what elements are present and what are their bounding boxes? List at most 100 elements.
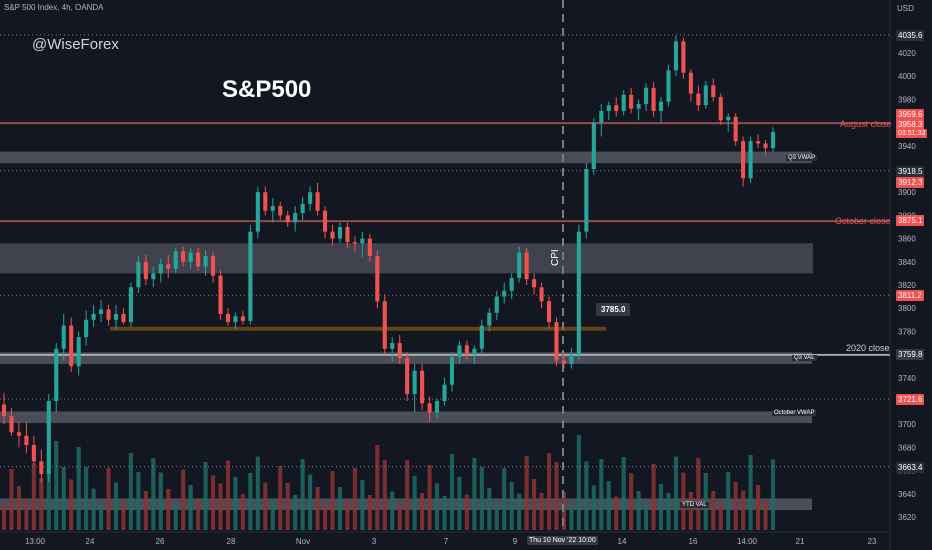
candle-body bbox=[337, 227, 343, 239]
volume-bar bbox=[696, 458, 701, 530]
candle-body bbox=[278, 206, 283, 216]
candle-body bbox=[158, 264, 163, 274]
volume-bar bbox=[46, 470, 51, 530]
candle-body bbox=[509, 278, 514, 291]
volume-bar bbox=[69, 479, 74, 530]
volume-bar bbox=[240, 494, 245, 530]
volume-bar bbox=[143, 491, 148, 530]
tag-3811: 3811.2 bbox=[896, 290, 924, 301]
candle-body bbox=[382, 301, 387, 349]
zone-label-ytd-val: YTD VAL bbox=[680, 502, 709, 508]
tag-4035: 4035.6 bbox=[896, 30, 925, 41]
volume-bar bbox=[434, 483, 440, 530]
symbol-label[interactable]: S&P 500 Index, 4h, OANDA bbox=[4, 3, 104, 12]
volume-bar bbox=[606, 481, 611, 530]
volume-bar bbox=[337, 487, 343, 530]
candle-body bbox=[629, 94, 634, 109]
cpi-label: CPI bbox=[550, 249, 561, 266]
volume-bar bbox=[360, 480, 365, 530]
volume-bar bbox=[405, 460, 410, 530]
candle-body bbox=[345, 227, 350, 243]
x-axis[interactable]: 13:00 24 26 28 Nov 3 7 9 14 16 14:00 21 23 bbox=[25, 537, 877, 546]
volume-bar bbox=[546, 453, 552, 530]
candle-body bbox=[756, 141, 761, 144]
volume-bar bbox=[629, 473, 634, 530]
candle-body bbox=[375, 256, 380, 302]
candle-body bbox=[397, 343, 402, 359]
candle-body bbox=[106, 309, 111, 320]
candle-body bbox=[54, 348, 59, 401]
zone-band bbox=[0, 411, 812, 424]
candle-body bbox=[681, 41, 686, 73]
volume-bar bbox=[375, 445, 380, 530]
volume-bar bbox=[218, 483, 223, 530]
candle-body bbox=[748, 141, 753, 179]
volume-bars bbox=[1, 435, 776, 530]
x-tick-label: 13:00 bbox=[25, 537, 46, 546]
volume-bar bbox=[464, 494, 469, 530]
candle-body bbox=[539, 287, 544, 302]
volume-bar bbox=[763, 500, 768, 530]
level-label-2020: 2020 close bbox=[846, 343, 890, 353]
candle-body bbox=[270, 206, 275, 211]
candle-body bbox=[569, 354, 574, 364]
candle-body bbox=[658, 101, 664, 111]
y-tick-label: 3980 bbox=[898, 95, 916, 104]
candle-body bbox=[233, 316, 238, 323]
x-tick-label: 7 bbox=[444, 537, 449, 546]
volume-bar bbox=[255, 456, 260, 530]
volume-bar bbox=[330, 471, 335, 530]
candle-body bbox=[427, 403, 432, 413]
tag-3663: 3663.4 bbox=[896, 462, 925, 473]
volume-bar bbox=[726, 472, 731, 530]
candle-body bbox=[666, 70, 671, 102]
volume-bar bbox=[84, 467, 89, 530]
volume-bar bbox=[263, 482, 268, 530]
candle-body bbox=[188, 252, 193, 262]
x-tick-label: 26 bbox=[156, 537, 165, 546]
volume-bar bbox=[756, 485, 761, 530]
candle-body bbox=[285, 215, 290, 223]
candle-body bbox=[412, 370, 417, 395]
volume-bar bbox=[554, 462, 559, 530]
candle-body bbox=[39, 461, 44, 475]
volume-bar bbox=[442, 496, 447, 530]
candle-body bbox=[293, 213, 298, 223]
volume-bar bbox=[99, 504, 104, 530]
candle-body bbox=[517, 252, 522, 279]
y-tick-label: 3680 bbox=[898, 443, 916, 452]
candle-body bbox=[84, 319, 89, 338]
candle-body bbox=[576, 231, 581, 355]
y-tick-label: 3900 bbox=[898, 188, 916, 197]
candle-body bbox=[718, 97, 723, 121]
volume-bar bbox=[539, 493, 544, 530]
x-tick-label: 21 bbox=[796, 537, 805, 546]
zone-band bbox=[0, 243, 813, 274]
volume-bar bbox=[54, 441, 59, 530]
tag-august: 3959.6 bbox=[896, 109, 925, 120]
volume-bar bbox=[225, 460, 231, 530]
candle-body bbox=[584, 169, 589, 232]
candle-body bbox=[166, 264, 171, 269]
candle-body bbox=[494, 296, 499, 313]
volume-bar bbox=[300, 459, 305, 530]
support-zone bbox=[110, 326, 606, 331]
candle-body bbox=[770, 131, 776, 149]
date-marker: Thu 10 Nov '22 10:00 bbox=[527, 536, 598, 545]
candle-body bbox=[741, 141, 746, 179]
candle-body bbox=[308, 192, 313, 204]
candle-body bbox=[599, 111, 604, 123]
volume-bar bbox=[576, 435, 581, 530]
volume-bar bbox=[427, 465, 432, 530]
volume-bar bbox=[651, 464, 656, 530]
candles bbox=[1, 35, 776, 483]
volume-bar bbox=[681, 472, 686, 530]
volume-bar bbox=[591, 485, 596, 530]
candle-body bbox=[181, 251, 186, 262]
volume-bar bbox=[128, 453, 133, 530]
volume-bar bbox=[472, 458, 477, 530]
volume-bar bbox=[315, 487, 320, 530]
candle-body bbox=[673, 41, 678, 71]
candle-body bbox=[143, 261, 148, 280]
